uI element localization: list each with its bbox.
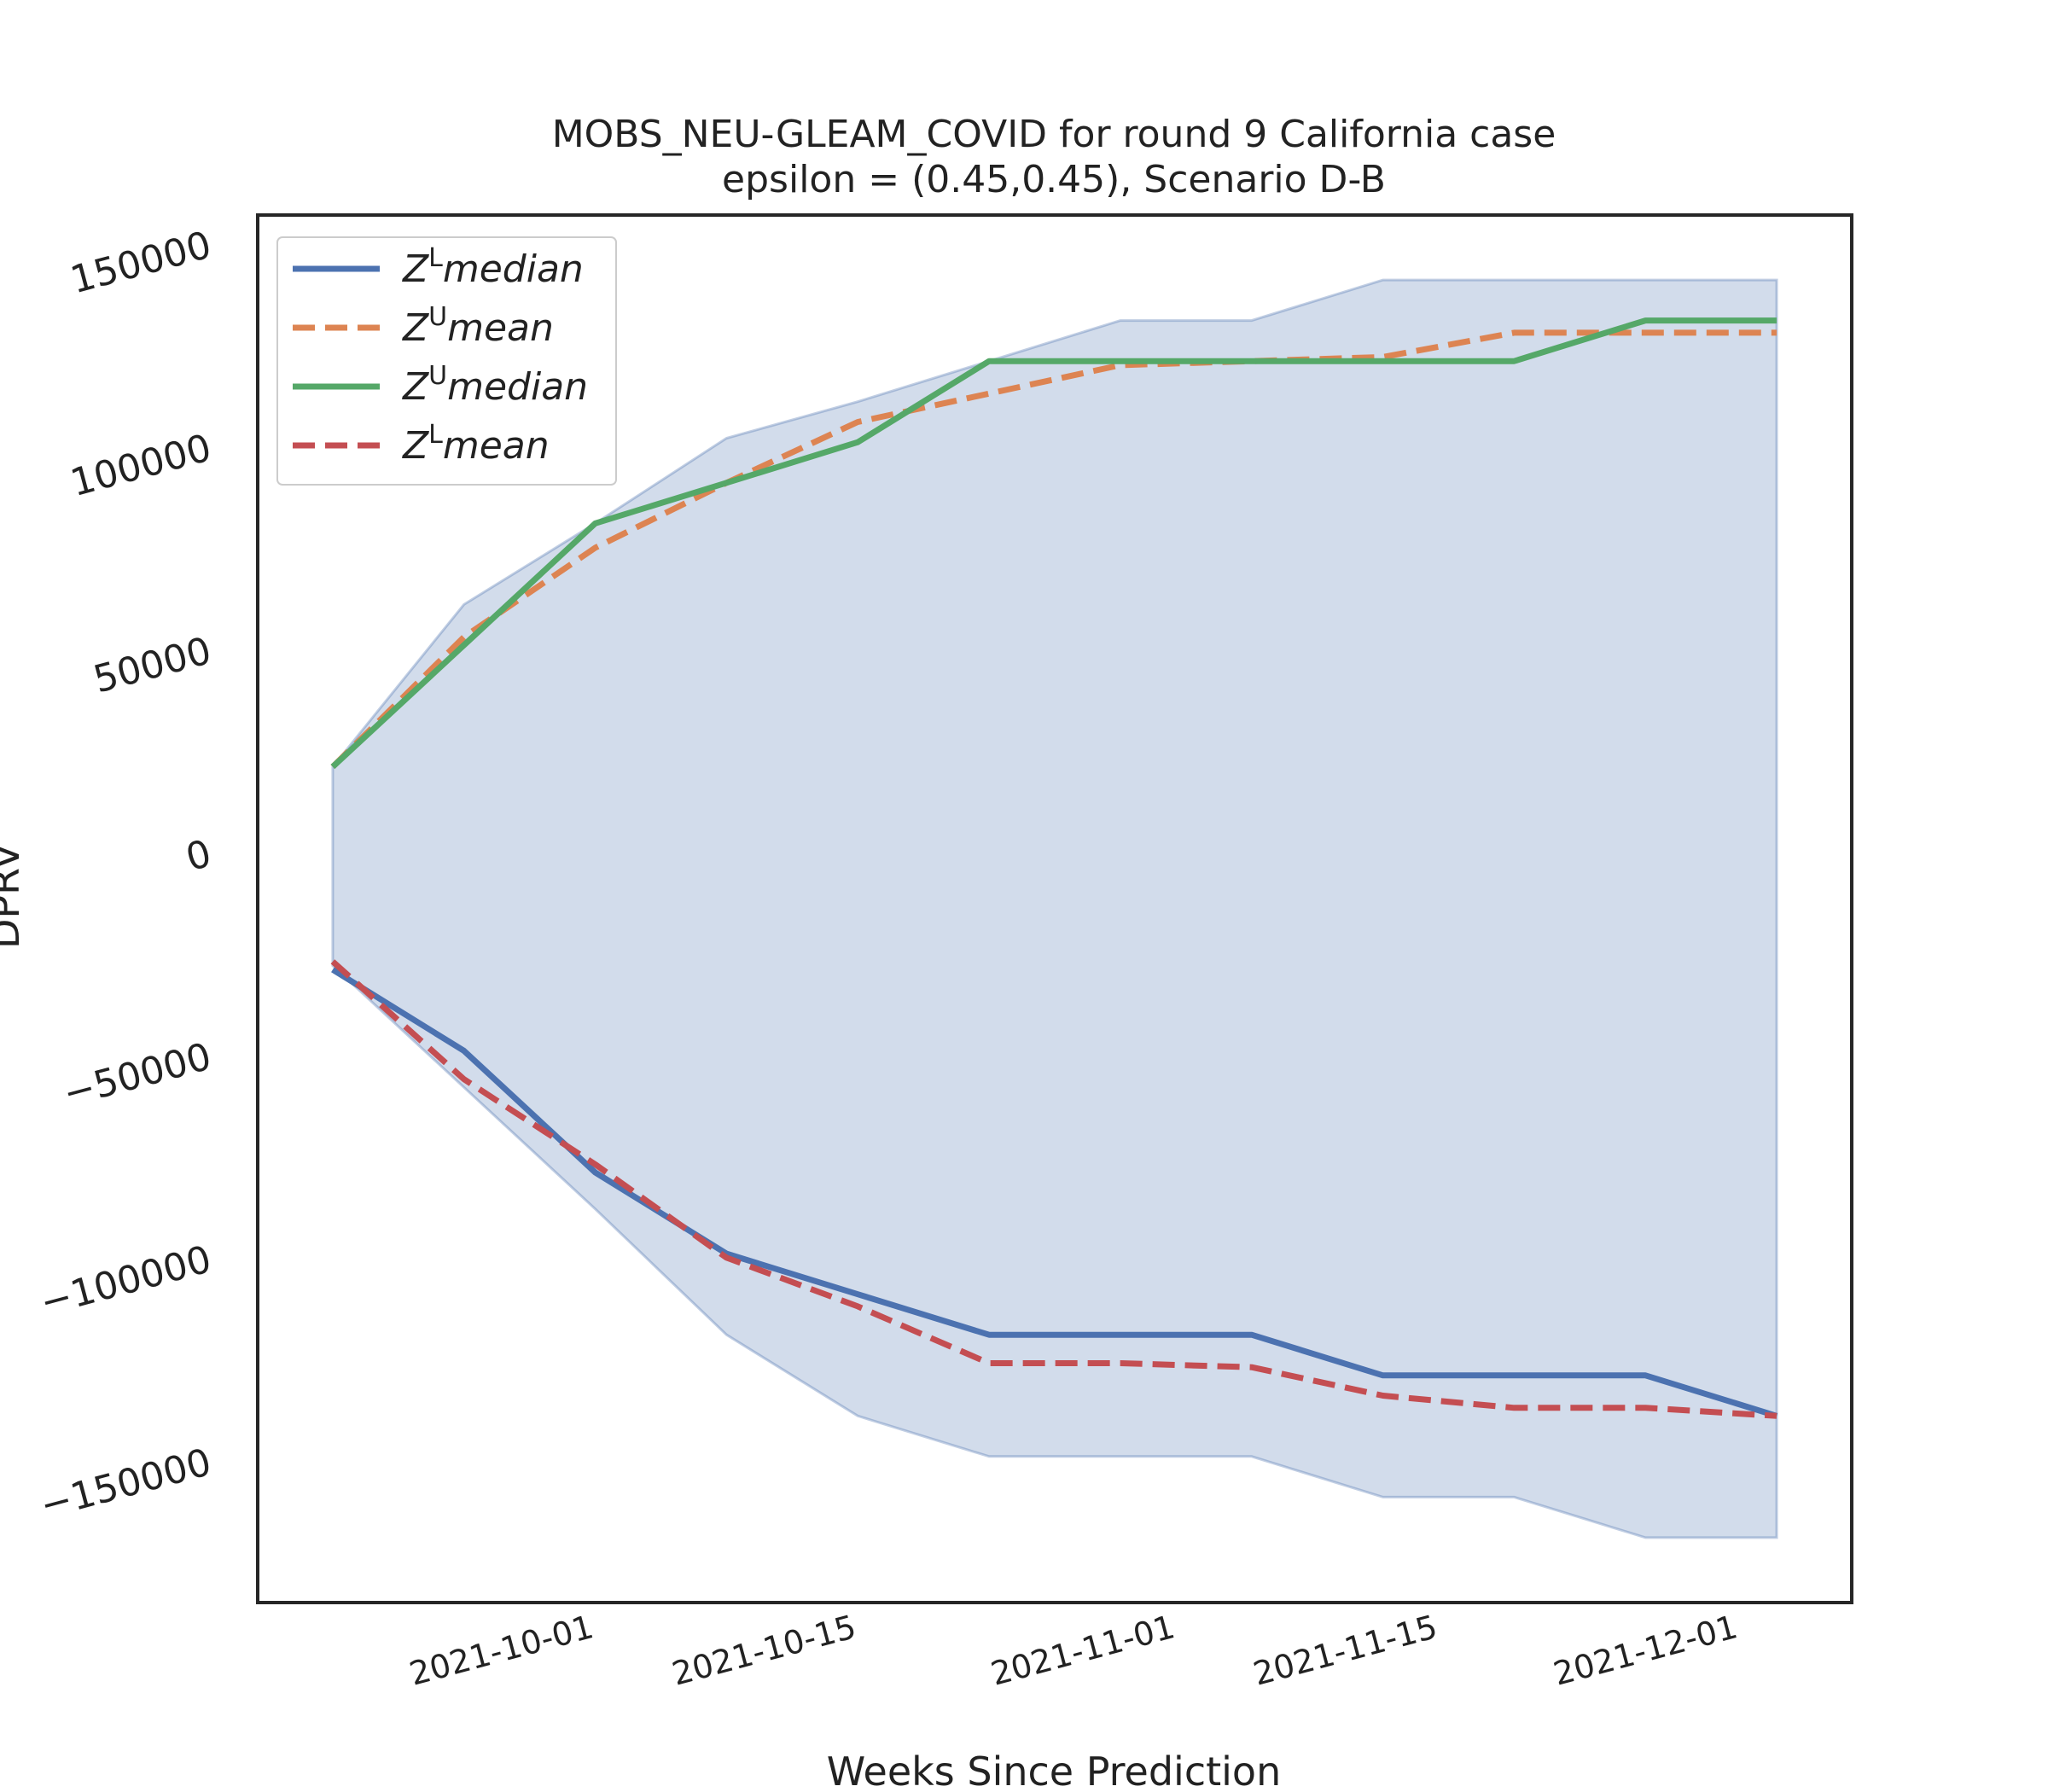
- y-tick-label: 50000: [89, 629, 215, 701]
- legend-box: [276, 236, 617, 486]
- y-tick-label: 100000: [66, 426, 215, 505]
- x-tick-label: 2021-10-15: [668, 1608, 860, 1693]
- y-tick-label: −100000: [36, 1237, 216, 1324]
- legend-label: ZUmean: [402, 302, 554, 350]
- x-tick-label: 2021-12-01: [1550, 1608, 1742, 1693]
- x-tick-label: 2021-11-01: [987, 1608, 1179, 1693]
- chart-title: MOBS_NEU-GLEAM_COVID for round 9 Califor…: [552, 113, 1556, 156]
- y-axis-ticks: 150000 100000 50000 0 −50000 −100000 −150000: [36, 224, 216, 1528]
- x-tick-label: 2021-10-01: [405, 1608, 597, 1693]
- uncertainty-band: [331, 278, 1778, 1539]
- legend: ZLmedian ZUmean ZUmedian ZLmean: [276, 236, 617, 486]
- x-tick-label: 2021-11-15: [1249, 1608, 1441, 1693]
- x-axis-label: Weeks Since Prediction: [827, 1748, 1281, 1792]
- series-line-2: [330, 317, 1777, 770]
- y-tick-label: −150000: [36, 1440, 216, 1527]
- y-tick-label: 0: [182, 832, 216, 881]
- chart-subtitle: epsilon = (0.45,0.45), Scenario D-B: [722, 158, 1386, 201]
- legend-label: ZUmedian: [402, 361, 588, 409]
- x-axis-ticks: 2021-10-01 2021-10-15 2021-11-01 2021-11-15…: [405, 1608, 1741, 1693]
- y-axis-label: DPRV: [0, 842, 28, 949]
- legend-label: ZLmedian: [402, 243, 584, 291]
- axes-frame: [256, 213, 1853, 1604]
- y-tick-label: 150000: [66, 224, 215, 303]
- series-line-3: [330, 959, 1777, 1419]
- y-tick-label: −50000: [59, 1035, 216, 1116]
- legend-label: ZLmean: [402, 420, 550, 468]
- plot-area: [330, 278, 1778, 1539]
